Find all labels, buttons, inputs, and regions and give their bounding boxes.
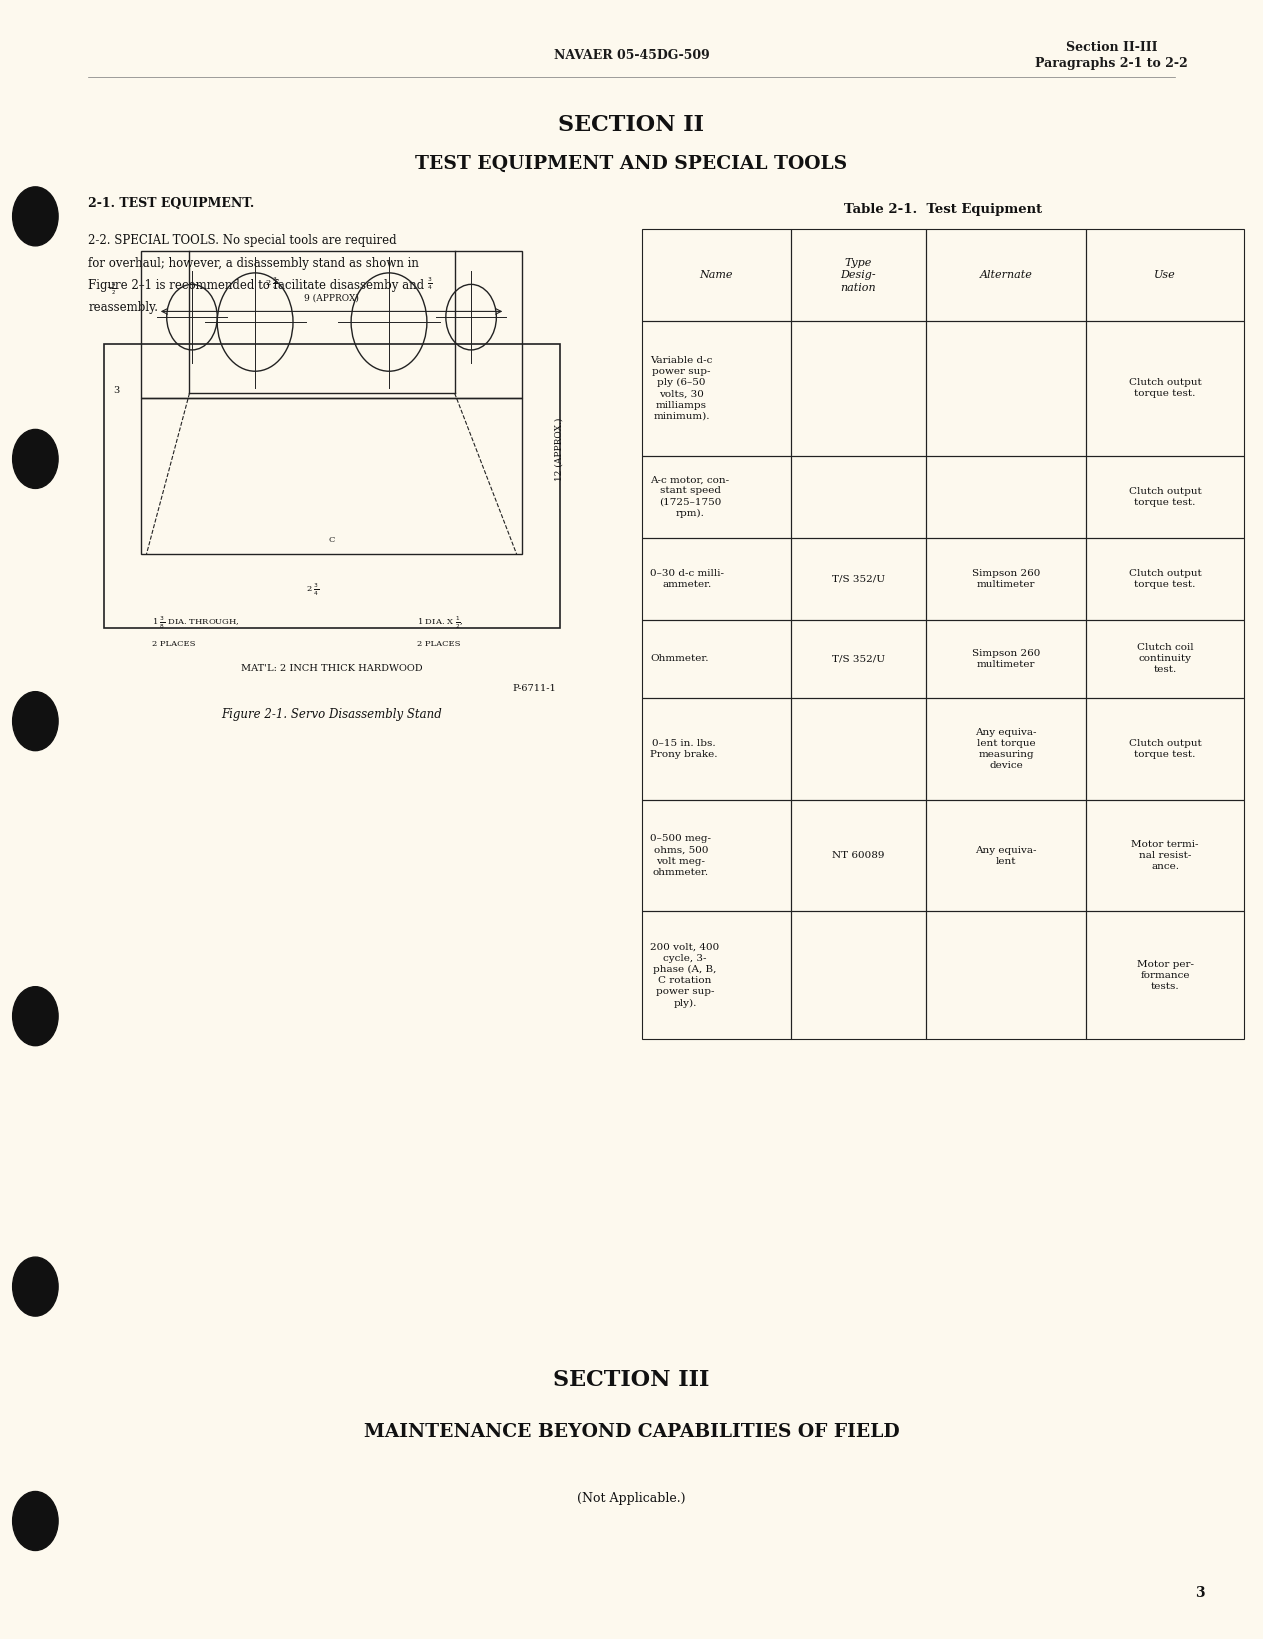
Text: $\frac{3}{4}$: $\frac{3}{4}$ <box>427 275 432 292</box>
Text: 1 DIA. X $\frac{1}{2}$,: 1 DIA. X $\frac{1}{2}$, <box>417 615 464 631</box>
Bar <box>104 344 560 628</box>
Circle shape <box>13 187 58 246</box>
Text: 0–30 d-c milli-
ammeter.: 0–30 d-c milli- ammeter. <box>650 569 725 588</box>
Bar <box>926 456 1086 538</box>
Text: Motor per-
formance
tests.: Motor per- formance tests. <box>1137 959 1194 992</box>
Text: C: C <box>328 536 335 544</box>
Text: 0–15 in. lbs.
Prony brake.: 0–15 in. lbs. Prony brake. <box>650 739 717 759</box>
Text: SECTION II: SECTION II <box>558 113 705 136</box>
Text: Ohmmeter.: Ohmmeter. <box>650 654 709 664</box>
Bar <box>791 456 926 538</box>
Text: Simpson 260
multimeter: Simpson 260 multimeter <box>971 569 1041 588</box>
Text: NAVAER 05-45DG-509: NAVAER 05-45DG-509 <box>553 49 710 62</box>
Text: Clutch output
torque test.: Clutch output torque test. <box>1129 569 1201 588</box>
Text: TEST EQUIPMENT AND SPECIAL TOOLS: TEST EQUIPMENT AND SPECIAL TOOLS <box>416 156 847 172</box>
Bar <box>791 698 926 800</box>
Text: 9 (APPROX): 9 (APPROX) <box>304 293 359 303</box>
Text: Motor termi-
nal resist-
ance.: Motor termi- nal resist- ance. <box>1132 839 1199 872</box>
Text: SECTION III: SECTION III <box>553 1369 710 1392</box>
Bar <box>791 911 926 1039</box>
Bar <box>791 321 926 456</box>
Bar <box>1086 456 1244 538</box>
Bar <box>791 229 926 321</box>
Bar <box>1086 538 1244 620</box>
Bar <box>642 538 791 620</box>
Text: MAT'L: 2 INCH THICK HARDWOOD: MAT'L: 2 INCH THICK HARDWOOD <box>241 664 422 674</box>
Bar <box>141 251 522 398</box>
Text: Alternate: Alternate <box>980 270 1032 280</box>
Text: Type
Desig-
nation: Type Desig- nation <box>840 257 877 293</box>
Bar <box>926 538 1086 620</box>
Text: T/S 352/U: T/S 352/U <box>832 574 884 583</box>
Bar <box>141 398 522 554</box>
Text: 2-2. SPECIAL TOOLS. No special tools are required: 2-2. SPECIAL TOOLS. No special tools are… <box>88 234 397 247</box>
Text: Clutch output
torque test.: Clutch output torque test. <box>1129 487 1201 506</box>
Text: 2-1. TEST EQUIPMENT.: 2-1. TEST EQUIPMENT. <box>88 197 255 210</box>
Bar <box>642 800 791 911</box>
Bar <box>926 800 1086 911</box>
Text: T/S 352/U: T/S 352/U <box>832 654 884 664</box>
Text: 1 $\frac{3}{8}$ DIA. THROUGH,: 1 $\frac{3}{8}$ DIA. THROUGH, <box>152 615 240 631</box>
Text: 3: 3 <box>1195 1587 1205 1600</box>
Bar <box>791 538 926 620</box>
Bar <box>642 456 791 538</box>
Circle shape <box>13 692 58 751</box>
Circle shape <box>13 987 58 1046</box>
Text: A-c motor, con-
stant speed
(1725–1750
rpm).: A-c motor, con- stant speed (1725–1750 r… <box>650 475 730 518</box>
Text: Simpson 260
multimeter: Simpson 260 multimeter <box>971 649 1041 669</box>
Text: Section II-III: Section II-III <box>1066 41 1157 54</box>
Text: Clutch output
torque test.: Clutch output torque test. <box>1129 379 1201 398</box>
Bar <box>1086 698 1244 800</box>
Text: Name: Name <box>700 270 733 280</box>
Bar <box>1086 911 1244 1039</box>
Bar <box>791 800 926 911</box>
Text: P-6711-1: P-6711-1 <box>512 683 556 693</box>
Text: 2 PLACES: 2 PLACES <box>152 641 195 647</box>
Bar <box>1086 229 1244 321</box>
Bar <box>926 698 1086 800</box>
Text: Clutch coil
continuity
test.: Clutch coil continuity test. <box>1137 642 1194 675</box>
Text: 3: 3 <box>114 385 119 395</box>
Circle shape <box>13 429 58 488</box>
Circle shape <box>13 1491 58 1550</box>
Bar <box>1086 800 1244 911</box>
Text: 2 $\frac{3}{4}$: 2 $\frac{3}{4}$ <box>265 275 278 292</box>
Text: Use: Use <box>1154 270 1176 280</box>
Text: Table 2-1.  Test Equipment: Table 2-1. Test Equipment <box>844 203 1042 216</box>
Circle shape <box>13 1257 58 1316</box>
Bar <box>1086 620 1244 698</box>
Bar <box>642 321 791 456</box>
Bar <box>642 229 791 321</box>
Text: 12 (APPROX.): 12 (APPROX.) <box>554 418 565 480</box>
Bar <box>926 321 1086 456</box>
Text: 2 $\frac{3}{4}$: 2 $\frac{3}{4}$ <box>306 582 320 598</box>
Bar <box>642 620 791 698</box>
Text: Clutch output
torque test.: Clutch output torque test. <box>1129 739 1201 759</box>
Bar <box>642 698 791 800</box>
Bar <box>642 911 791 1039</box>
Text: reassembly.: reassembly. <box>88 300 158 313</box>
Text: 2 PLACES: 2 PLACES <box>417 641 460 647</box>
Bar <box>926 229 1086 321</box>
Text: Variable d-c
power sup-
ply (6–50
volts, 30
milliamps
minimum).: Variable d-c power sup- ply (6–50 volts,… <box>650 356 712 421</box>
Text: (Not Applicable.): (Not Applicable.) <box>577 1491 686 1505</box>
Text: 200 volt, 400
cycle, 3-
phase (A, B,
C rotation
power sup-
ply).: 200 volt, 400 cycle, 3- phase (A, B, C r… <box>650 942 720 1008</box>
Text: Figure 2-1. Servo Disassembly Stand: Figure 2-1. Servo Disassembly Stand <box>221 708 442 721</box>
Text: Any equiva-
lent: Any equiva- lent <box>975 846 1037 865</box>
Text: Figure 2–1 is recommended to facilitate disassemby and: Figure 2–1 is recommended to facilitate … <box>88 279 424 292</box>
Bar <box>791 620 926 698</box>
Text: Any equiva-
lent torque
measuring
device: Any equiva- lent torque measuring device <box>975 728 1037 770</box>
Text: Paragraphs 2-1 to 2-2: Paragraphs 2-1 to 2-2 <box>1036 57 1187 70</box>
Text: NT 60089: NT 60089 <box>832 851 884 860</box>
Bar <box>1086 321 1244 456</box>
Text: MAINTENANCE BEYOND CAPABILITIES OF FIELD: MAINTENANCE BEYOND CAPABILITIES OF FIELD <box>364 1424 899 1441</box>
Text: $-\!\frac{4}{2}$: $-\!\frac{4}{2}$ <box>106 282 116 297</box>
Text: for overhaul; however, a disassembly stand as shown in: for overhaul; however, a disassembly sta… <box>88 257 419 269</box>
Bar <box>926 620 1086 698</box>
Bar <box>926 911 1086 1039</box>
Text: 0–500 meg-
ohms, 500
volt meg-
ohmmeter.: 0–500 meg- ohms, 500 volt meg- ohmmeter. <box>650 834 711 877</box>
